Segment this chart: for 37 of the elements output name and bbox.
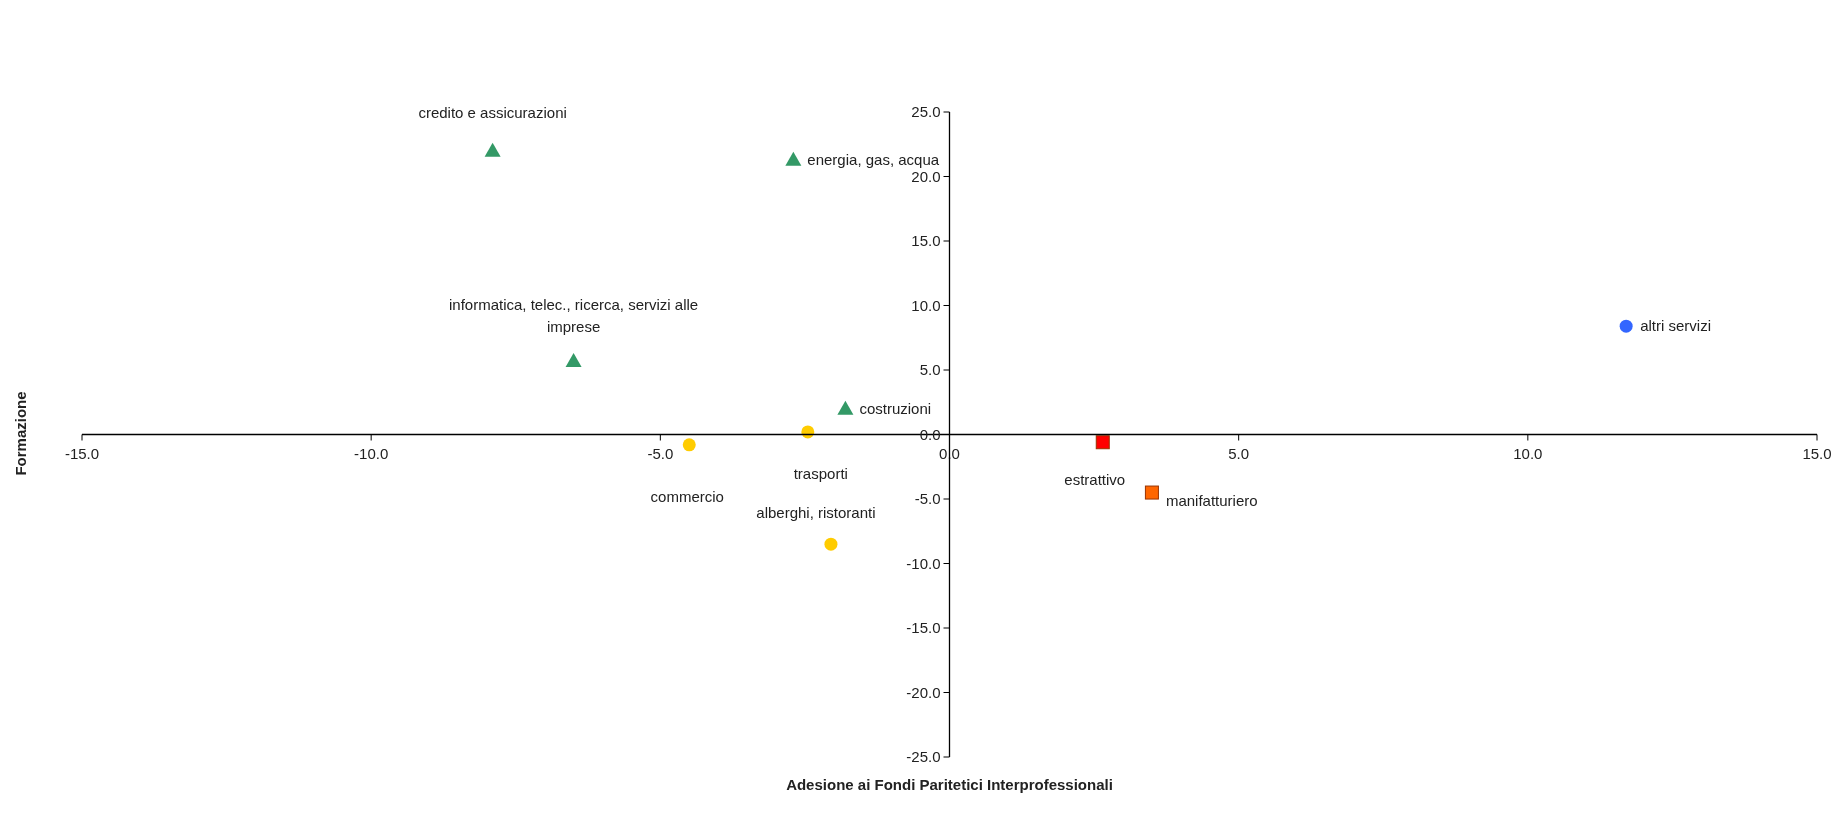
annotation: altri servizi — [1640, 316, 1711, 337]
y-tick-label: -25.0 — [906, 748, 941, 765]
y-tick-label: 20.0 — [911, 167, 941, 185]
x-tick-label: 10.0 — [1513, 444, 1543, 462]
y-tick-label: -15.0 — [906, 619, 941, 636]
y-tick-label: 15.0 — [911, 232, 941, 249]
x-tick-label: -10.0 — [354, 444, 389, 462]
y-tick-label: -10.0 — [906, 554, 941, 572]
x-tick-label: -5.0 — [647, 444, 674, 462]
point — [484, 142, 501, 157]
y-tick-label: 25.0 — [911, 103, 941, 120]
y-axis-title: Formazione — [11, 389, 29, 478]
x-tick-label: 15.0 — [1802, 444, 1832, 462]
y-tick-label: 10.0 — [911, 296, 941, 314]
x-axis-title: Adesione ai Fondi Paritetici Interprofessionali — [785, 776, 1114, 793]
point — [682, 438, 696, 452]
annotation: alberghi, ristoranti — [756, 504, 876, 522]
point — [824, 537, 838, 551]
y-tick-label: -20.0 — [906, 683, 941, 701]
annotation: energia, gas, acqua — [807, 149, 940, 170]
annotation: trasporti — [792, 463, 849, 484]
annotation: costruzioni — [859, 398, 932, 419]
annotation: estrattivo — [1063, 470, 1127, 491]
x-tick-label: 5.0 — [1228, 444, 1250, 462]
annotation: credito e assicurazioni — [417, 102, 568, 123]
annotation: manifatturiero — [1165, 490, 1258, 511]
point — [785, 151, 802, 166]
annotation: informatica, telec., ricerca, servizi alle imprese — [447, 294, 700, 337]
point — [1144, 485, 1159, 500]
point — [837, 400, 854, 415]
y-tick-label: -5.0 — [914, 490, 941, 507]
y-tick-label: 5.0 — [919, 361, 941, 378]
annotation: commercio — [650, 487, 724, 505]
point — [1095, 435, 1110, 450]
point — [1619, 319, 1633, 333]
point — [565, 352, 582, 367]
x-tick-label: -15.0 — [64, 444, 100, 462]
